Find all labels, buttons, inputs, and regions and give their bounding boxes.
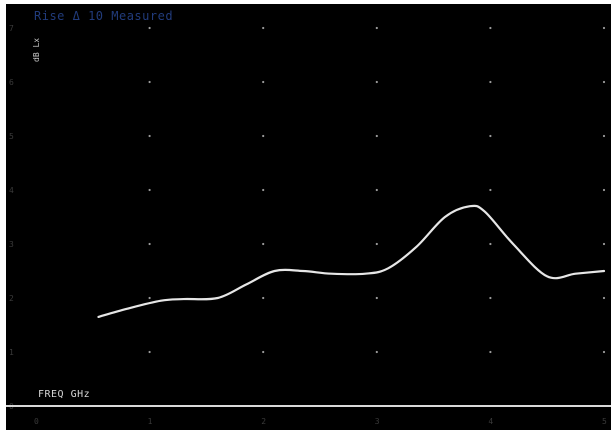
grid-dot: [489, 26, 492, 30]
x-tick-label: 5: [602, 417, 607, 426]
x-tick-label: 2: [261, 417, 266, 426]
grid-dot: [489, 296, 492, 300]
y-tick-label: 3: [9, 240, 14, 249]
y-tick-label: 1: [9, 348, 14, 357]
x-tick-label: 4: [488, 417, 493, 426]
chart-title: Rise Δ 10 Measured: [34, 9, 174, 23]
grid-dot: [489, 188, 492, 192]
x-tick-label: 0: [34, 417, 39, 426]
grid-dot: [602, 296, 606, 300]
y-tick-label: 5: [9, 132, 14, 141]
grid-dot: [375, 134, 378, 138]
chart-svg: 0 1 2 3 4 5 6 7 0 1 2 3 4 5: [6, 24, 611, 426]
grid-dot: [602, 26, 606, 30]
y-ticks: 01234567: [9, 24, 14, 411]
y-tick-label: 6: [9, 78, 14, 87]
y-tick-label: 7: [9, 24, 14, 33]
grid-dot: [148, 134, 151, 138]
grid-dot: [262, 134, 265, 138]
grid-dot: [262, 242, 265, 246]
y-axis-label: dB Lx: [32, 37, 41, 62]
grid-dot: [602, 134, 606, 138]
grid-dots: [148, 26, 606, 354]
grid-dot: [375, 80, 378, 84]
trace-line: [97, 204, 606, 318]
grid-dot: [602, 188, 606, 192]
grid-dot: [262, 350, 265, 354]
spectrum-display: 0 1 2 3 4 5 6 7 0 1 2 3 4 5 Rise Δ 10 Measured dB Lx…: [6, 4, 611, 430]
grid-dot: [262, 80, 265, 84]
grid-dot: [148, 350, 151, 354]
grid-dot: [375, 242, 378, 246]
grid-dot: [489, 80, 492, 84]
grid-dot: [375, 26, 378, 30]
grid-dot: [375, 188, 378, 192]
x-axis-label: FREQ GHz: [38, 389, 91, 400]
grid-dot: [602, 350, 606, 354]
grid-dot: [602, 242, 606, 246]
grid-dot: [148, 26, 151, 30]
grid-dot: [262, 296, 265, 300]
x-tick-label: 1: [148, 417, 153, 426]
y-tick-label: 2: [9, 294, 14, 303]
grid-dot: [489, 242, 492, 246]
grid-dot: [262, 188, 265, 192]
x-tick-label: 3: [375, 417, 380, 426]
grid-dot: [262, 26, 265, 30]
grid-dot: [148, 188, 151, 192]
grid-dot: [375, 296, 378, 300]
grid-dot: [489, 134, 492, 138]
grid-dot: [148, 296, 151, 300]
grid-dot: [148, 80, 151, 84]
x-ticks: 0 1 2 3 4 5: [34, 417, 607, 426]
grid-dot: [489, 350, 492, 354]
grid-dot: [148, 242, 151, 246]
grid-dot: [602, 80, 606, 84]
y-tick-label: 4: [9, 186, 14, 195]
grid-dot: [375, 350, 378, 354]
